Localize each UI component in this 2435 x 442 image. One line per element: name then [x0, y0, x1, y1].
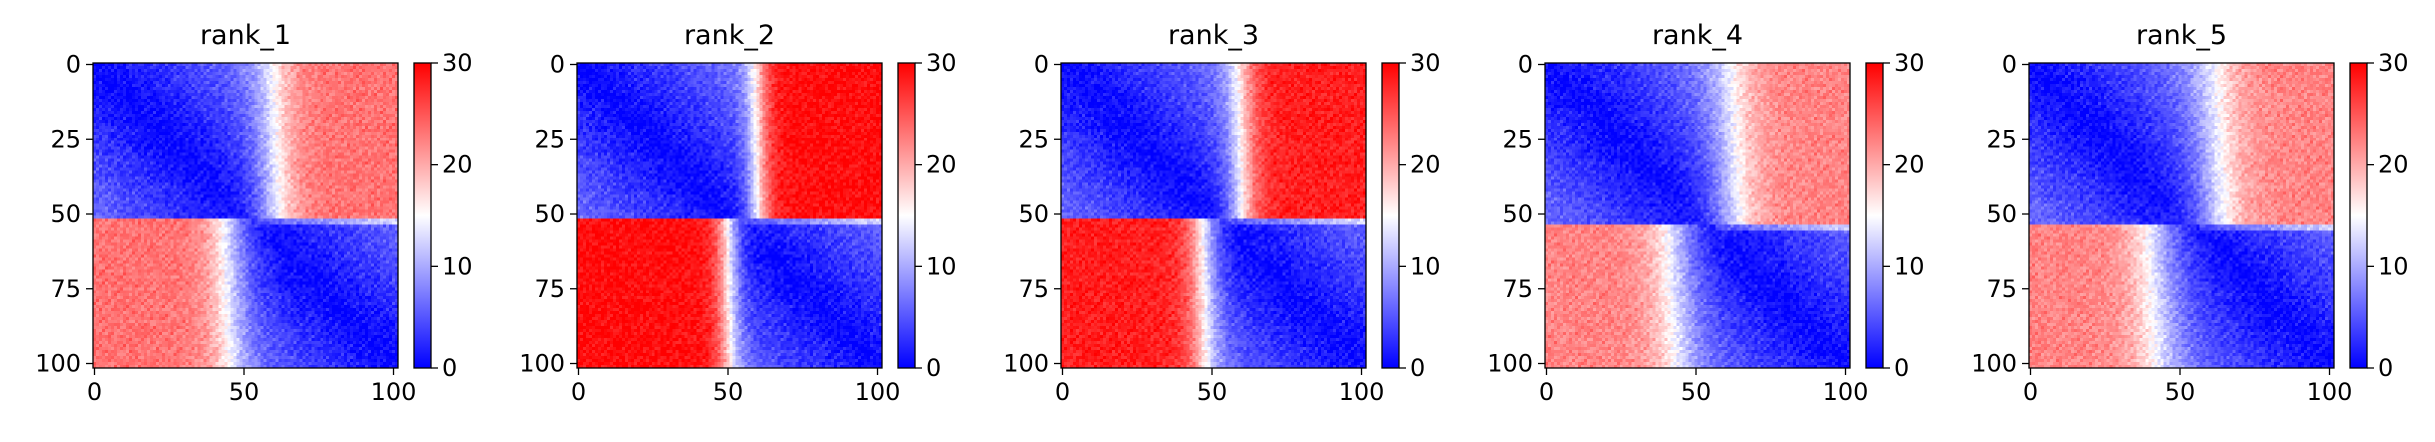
panel-title: rank_2 — [684, 20, 775, 51]
panel-title: rank_1 — [200, 20, 291, 51]
axes-frame — [1060, 62, 1367, 369]
x-tick-label: 50 — [713, 378, 744, 406]
colorbar-tick-label: 0 — [2378, 354, 2393, 382]
y-tick-label: 100 — [1971, 350, 2017, 378]
x-tick-label: 0 — [571, 378, 586, 406]
y-tick-label: 50 — [534, 200, 565, 228]
colorbar-tick-label: 0 — [1894, 354, 1909, 382]
colorbar — [1865, 62, 1884, 369]
y-tick-label: 75 — [1018, 275, 1049, 303]
x-tick-label: 100 — [371, 378, 417, 406]
y-tick-label: 25 — [1986, 125, 2017, 153]
axes-frame — [92, 62, 399, 369]
colorbar — [2349, 62, 2368, 369]
colorbar-tick-label: 10 — [1894, 252, 1925, 280]
colorbar-tick-label: 30 — [442, 49, 473, 77]
x-tick-label: 100 — [855, 378, 901, 406]
x-tick-label: 50 — [229, 378, 260, 406]
x-tick-label: 100 — [2307, 378, 2353, 406]
x-tick-label: 0 — [87, 378, 102, 406]
x-tick-label: 50 — [1197, 378, 1228, 406]
colorbar-tick-label: 0 — [442, 354, 457, 382]
colorbar-tick-label: 10 — [2378, 252, 2409, 280]
colorbar-tick-label: 20 — [1894, 151, 1925, 179]
colorbar-tick-label: 30 — [1410, 49, 1441, 77]
panel-title: rank_4 — [1652, 20, 1743, 51]
y-tick-label: 100 — [1487, 350, 1533, 378]
y-tick-label: 25 — [1502, 125, 1533, 153]
colorbar-tick-label: 10 — [1410, 252, 1441, 280]
panel-title: rank_3 — [1168, 20, 1259, 51]
y-tick-label: 0 — [66, 50, 81, 78]
x-tick-label: 50 — [1681, 378, 1712, 406]
colorbar-tick-label: 20 — [926, 151, 957, 179]
y-tick-label: 50 — [50, 200, 81, 228]
colorbar — [1381, 62, 1400, 369]
axes-frame — [2028, 62, 2335, 369]
colorbar — [413, 62, 432, 369]
y-tick-label: 75 — [1986, 275, 2017, 303]
y-tick-label: 0 — [1034, 50, 1049, 78]
colorbar-tick-label: 10 — [926, 252, 957, 280]
y-tick-label: 25 — [50, 125, 81, 153]
axes-frame — [576, 62, 883, 369]
colorbar-tick-label: 20 — [2378, 151, 2409, 179]
colorbar-tick-label: 0 — [926, 354, 941, 382]
colorbar-tick-label: 10 — [442, 252, 473, 280]
y-tick-label: 25 — [1018, 125, 1049, 153]
y-tick-label: 0 — [1518, 50, 1533, 78]
y-tick-label: 0 — [2002, 50, 2017, 78]
y-tick-label: 75 — [534, 275, 565, 303]
heatmap-image — [2029, 63, 2334, 368]
heatmap-image — [93, 63, 398, 368]
colorbar-tick-label: 20 — [442, 151, 473, 179]
x-tick-label: 0 — [1055, 378, 1070, 406]
y-tick-label: 50 — [1986, 200, 2017, 228]
heatmap-image — [1061, 63, 1366, 368]
colorbar — [897, 62, 916, 369]
axes-frame — [1544, 62, 1851, 369]
colorbar-tick-label: 0 — [1410, 354, 1425, 382]
colorbar-tick-label: 30 — [2378, 49, 2409, 77]
colorbar-tick-label: 30 — [1894, 49, 1925, 77]
x-tick-label: 50 — [2165, 378, 2196, 406]
x-tick-label: 100 — [1823, 378, 1869, 406]
y-tick-label: 100 — [519, 350, 565, 378]
colorbar-tick-label: 30 — [926, 49, 957, 77]
heatmap-image — [577, 63, 882, 368]
y-tick-label: 25 — [534, 125, 565, 153]
x-tick-label: 100 — [1339, 378, 1385, 406]
colorbar-tick-label: 20 — [1410, 151, 1441, 179]
heatmap-image — [1545, 63, 1850, 368]
y-tick-label: 0 — [550, 50, 565, 78]
y-tick-label: 100 — [1003, 350, 1049, 378]
x-tick-label: 0 — [2023, 378, 2038, 406]
y-tick-label: 75 — [50, 275, 81, 303]
panel-title: rank_5 — [2136, 20, 2227, 51]
y-tick-label: 75 — [1502, 275, 1533, 303]
y-tick-label: 50 — [1502, 200, 1533, 228]
x-tick-label: 0 — [1539, 378, 1554, 406]
y-tick-label: 100 — [35, 350, 81, 378]
y-tick-label: 50 — [1018, 200, 1049, 228]
